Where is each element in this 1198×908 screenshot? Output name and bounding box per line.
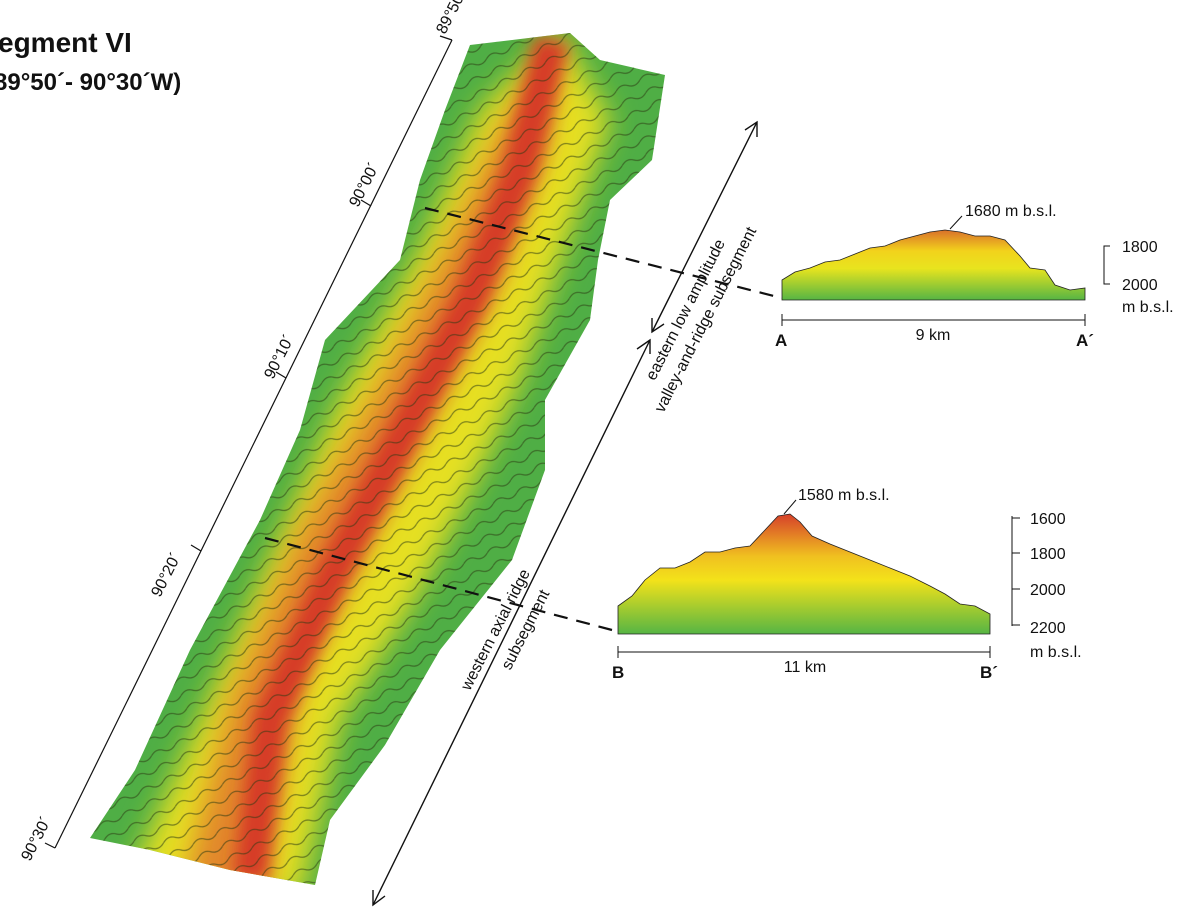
subtitle: 89°50´- 90°30´W)	[0, 69, 181, 96]
peak-label: 1680 m b.s.l.	[965, 203, 1057, 220]
longitude-label: 89°50´	[433, 0, 470, 37]
longitude-label: 90°00´	[346, 160, 383, 210]
longitude-label: 90°30´	[18, 814, 55, 864]
profile-a-shape	[782, 230, 1085, 300]
title: egment VI	[0, 27, 132, 58]
distance-label: 11 km	[784, 659, 826, 676]
depth-tick: 1600	[1030, 511, 1066, 528]
depth-scale	[1104, 246, 1110, 284]
longitude-label: 90°20´	[148, 550, 185, 600]
distance-label: 9 km	[916, 327, 951, 344]
depth-tick: 2200	[1030, 620, 1066, 637]
depth-tick: 2000	[1122, 277, 1158, 294]
profile-end: B´	[980, 663, 998, 682]
depth-unit: m b.s.l.	[1030, 644, 1082, 661]
peak-leader	[784, 500, 796, 514]
profile-end: A	[775, 331, 787, 350]
peak-label: 1580 m b.s.l.	[798, 487, 890, 504]
figure: egment VI 89°50´- 90°30´W) 89°50´ 90°00´…	[0, 0, 1198, 908]
depth-unit: m b.s.l.	[1122, 299, 1174, 316]
distance-scale	[618, 646, 990, 658]
bathymetry-map	[0, 0, 700, 908]
depth-tick: 1800	[1122, 239, 1158, 256]
depth-tick: 1800	[1030, 546, 1066, 563]
profile-end: A´	[1076, 331, 1094, 350]
profile-b-shape	[618, 514, 990, 634]
distance-scale	[782, 314, 1085, 326]
profile-end: B	[612, 663, 624, 682]
depth-tick: 2000	[1030, 582, 1066, 599]
depth-scale	[1012, 516, 1020, 626]
longitude-label: 90°10´	[261, 332, 298, 382]
peak-leader	[950, 216, 962, 229]
